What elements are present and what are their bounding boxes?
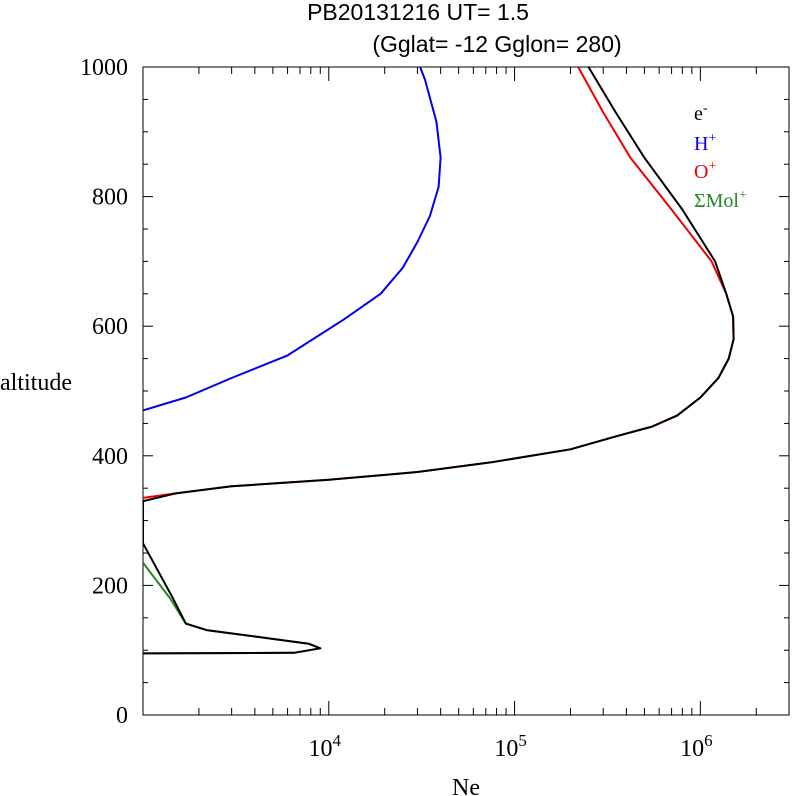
x-tick-label: 105	[494, 731, 527, 762]
legend: e- H+ O+ ΣMol+	[694, 101, 747, 212]
y-axis-label: altitude	[0, 370, 72, 396]
series-lines	[143, 67, 735, 655]
plot-frame	[142, 66, 790, 716]
series-line-1	[143, 67, 442, 412]
x-tick-labels: 104 105 106	[309, 731, 713, 762]
y-tick-label: 800	[92, 185, 128, 211]
y-tick-label: 200	[92, 573, 128, 599]
legend-item: ΣMol+	[694, 188, 747, 212]
x-tick-label: 106	[680, 731, 713, 762]
legend-item: O+	[694, 159, 716, 183]
legend-item: e-	[694, 101, 708, 125]
legend-item: H+	[694, 131, 716, 155]
axis-ticks	[142, 66, 790, 716]
x-tick-label: 104	[309, 731, 342, 762]
y-tick-label: 600	[92, 314, 128, 340]
chart-title-line1: PB20131216 UT= 1.5	[307, 0, 529, 25]
chart-title-line2: (Gglat= -12 Gglon= 280)	[372, 31, 621, 57]
y-tick-label: 0	[116, 703, 128, 729]
y-tick-labels: 0 200 400 600 800 1000	[80, 55, 128, 729]
x-axis-label: Ne	[452, 775, 480, 796]
y-tick-label: 400	[92, 444, 128, 470]
series-line-0	[143, 67, 735, 655]
series-line-3	[143, 562, 322, 655]
y-tick-label: 1000	[80, 55, 128, 81]
